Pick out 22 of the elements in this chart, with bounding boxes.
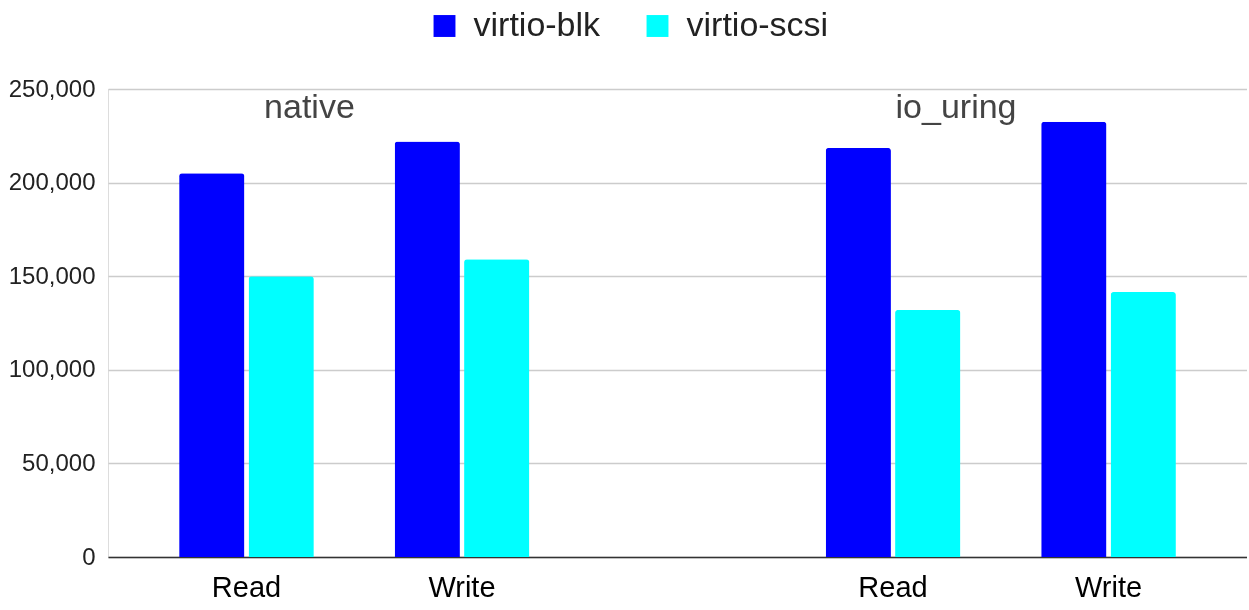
- bar: [179, 173, 245, 557]
- y-tick-label: 100,000: [8, 355, 96, 383]
- annotation: native: [264, 87, 355, 125]
- x-tick-label: Read: [211, 570, 282, 603]
- annotation: io_uring: [895, 87, 1017, 125]
- y-tick-label: 150,000: [8, 261, 96, 289]
- bar: [1041, 121, 1107, 557]
- bar: [895, 309, 961, 557]
- x-tick-label: Read: [858, 570, 928, 603]
- bar: [464, 259, 530, 557]
- y-tick-label: 250,000: [8, 74, 96, 102]
- bar: [248, 276, 314, 557]
- bar: [1110, 292, 1176, 557]
- legend-label: virtio-blk: [473, 5, 602, 43]
- y-tick-label: 0: [82, 542, 96, 570]
- y-tick-label: 50,000: [22, 448, 96, 476]
- bar: [394, 141, 460, 557]
- bar: [825, 147, 891, 557]
- x-tick-label: Write: [1074, 570, 1143, 603]
- y-tick-label: 200,000: [8, 168, 96, 196]
- x-tick-label: Write: [428, 570, 496, 603]
- legend-label: virtio-scsi: [686, 5, 829, 43]
